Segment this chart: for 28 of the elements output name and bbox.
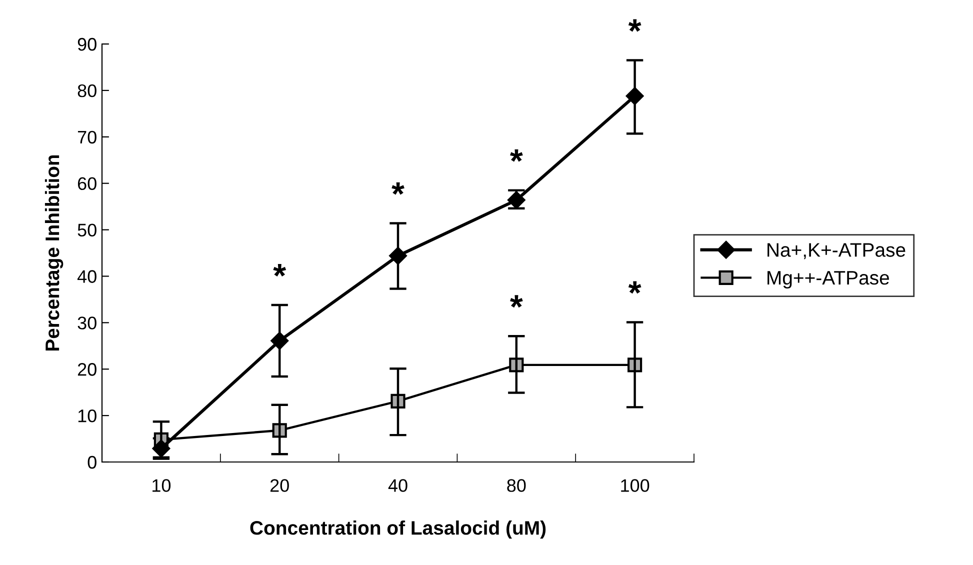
y-tick-label: 90 [78, 38, 96, 51]
x-tick-label: 40 [388, 479, 408, 492]
y-tick-label: 30 [78, 316, 96, 330]
annotation: * [510, 295, 523, 308]
point [389, 246, 407, 265]
annotation: * [628, 19, 642, 32]
y-tick-label: 20 [78, 363, 96, 376]
y-tick-label: 50 [78, 224, 96, 236]
legend-label: Na+,K+-ATPase [768, 243, 906, 260]
x-tick-label: 20 [270, 479, 289, 492]
y-axis-title: Percentage Inhibition [44, 155, 64, 351]
annotation: * [392, 182, 404, 195]
y-tick-label: 70 [78, 130, 96, 144]
y-tick-label: 60 [78, 177, 96, 190]
point [626, 87, 644, 105]
point [270, 332, 288, 350]
x-tick-label: 80 [507, 479, 526, 492]
annotation: * [273, 264, 286, 276]
x-axis-title: Concentration of Lasalocid (uM) [250, 520, 546, 539]
y-tick-label: 0 [88, 456, 96, 469]
legend-label: Mg++-ATPase [768, 271, 890, 289]
x-tick-label: 100 [621, 479, 650, 492]
annotation: * [510, 149, 523, 162]
y-tick-label: 10 [78, 409, 96, 422]
annotation: * [628, 281, 642, 294]
x-tick-label: 10 [152, 479, 171, 492]
y-tick-label: 80 [78, 84, 96, 98]
y-tick-label: 40 [77, 270, 96, 283]
